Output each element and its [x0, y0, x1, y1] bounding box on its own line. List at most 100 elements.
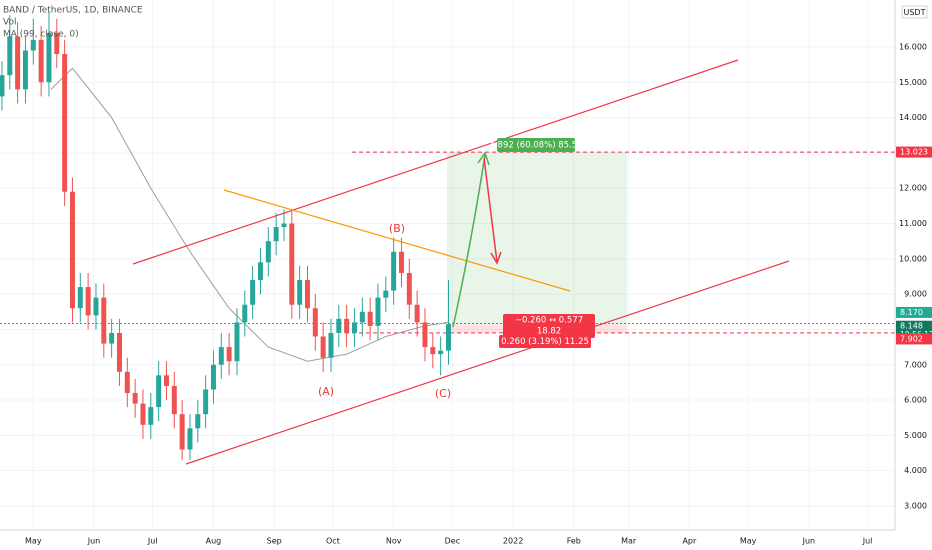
- candle-body: [438, 350, 444, 355]
- y-tick-label: 6.000: [904, 396, 927, 405]
- candle-body: [234, 322, 240, 362]
- y-tick-label: 16.000: [899, 42, 927, 51]
- candle-body: [46, 32, 52, 83]
- price-label: 13.023: [900, 148, 928, 157]
- candle-body: [187, 428, 193, 450]
- candle-body: [398, 251, 404, 273]
- x-tick-label: Oct: [326, 537, 340, 546]
- x-tick-label: Jul: [147, 537, 158, 546]
- y-tick-label: 7.000: [904, 360, 927, 369]
- candle-body: [30, 39, 36, 51]
- candle-body: [281, 223, 287, 228]
- x-tick-label: Jun: [87, 537, 101, 546]
- candle-body: [210, 364, 216, 390]
- x-tick-label: Dec: [445, 537, 460, 546]
- candle-body: [273, 227, 279, 242]
- currency-box: [901, 5, 928, 19]
- ma-header: MA (99, close, 0): [3, 30, 79, 40]
- x-tick-label: Nov: [386, 537, 402, 546]
- candle-body: [406, 272, 412, 305]
- moving-average: [50, 67, 449, 362]
- currency: USDT: [904, 8, 926, 17]
- arrow-head: [477, 151, 490, 166]
- trend-line: [223, 189, 571, 292]
- candle-body: [124, 371, 130, 393]
- entry-label: 18.82: [537, 327, 561, 337]
- candle-body: [359, 311, 365, 323]
- candle-body: [375, 297, 381, 326]
- candle-body: [15, 36, 21, 90]
- x-tick-label: Aug: [206, 537, 222, 546]
- candle-body: [242, 304, 248, 323]
- candle-body: [320, 336, 326, 358]
- candle-body: [367, 311, 373, 326]
- stop-label: 0.260 (3.19%) 11.25: [501, 337, 589, 347]
- volume-header: Vol: [3, 18, 16, 28]
- candle-body: [179, 414, 185, 450]
- candle-body: [257, 262, 263, 281]
- x-tick-label: Jun: [802, 537, 816, 546]
- candle-body: [383, 290, 389, 298]
- price-label-box: [896, 146, 932, 158]
- y-tick-label: 5.000: [904, 431, 927, 440]
- candle-body: [38, 39, 44, 83]
- candle-body: [422, 322, 428, 348]
- candle-body: [203, 389, 209, 415]
- price-label-box: [896, 333, 932, 345]
- candle-body: [116, 332, 122, 372]
- candle-body: [304, 280, 310, 309]
- target-label: 4.892 (60.08%) 85.56: [489, 141, 582, 151]
- candle-body: [218, 347, 224, 365]
- price-label: 8.148: [900, 322, 923, 331]
- candle-body: [312, 308, 318, 337]
- candle-body: [148, 407, 154, 425]
- y-tick-label: 4.000: [904, 466, 927, 475]
- candle-body: [351, 322, 357, 333]
- x-tick-label: May: [25, 537, 42, 546]
- price-label: 7.902: [900, 334, 923, 343]
- candle-body: [0, 75, 5, 97]
- stop-box: [499, 335, 591, 348]
- wave-label: (C): [435, 387, 451, 400]
- x-tick-label: Jul: [862, 537, 873, 546]
- y-tick-label: 9.000: [904, 290, 927, 299]
- candle-body: [265, 241, 271, 263]
- y-tick-label: 11.000: [899, 219, 927, 228]
- x-tick-label: Feb: [567, 537, 581, 546]
- x-tick-label: Mar: [621, 537, 637, 546]
- candle-body: [336, 318, 342, 333]
- candle-body: [195, 414, 201, 429]
- candle-body: [69, 191, 75, 309]
- arrow-down: [483, 157, 498, 263]
- channel-lower: [185, 260, 790, 465]
- price-axis: [895, 0, 932, 550]
- candle-body: [289, 223, 295, 305]
- candle-body: [54, 32, 60, 55]
- candle-body: [163, 375, 169, 386]
- candle-body: [391, 251, 397, 291]
- candle-body: [344, 318, 350, 333]
- target-box: [497, 138, 575, 152]
- candle-body: [226, 347, 232, 362]
- candle-body: [414, 304, 420, 323]
- price-label: 8.170: [900, 308, 923, 317]
- wave-label: (A): [318, 385, 334, 398]
- symbol-header: BAND / TetherUS, 1D, BINANCE: [3, 6, 143, 16]
- entry-label: −0.260 ↔ 0.577: [515, 316, 583, 326]
- arrow-head: [490, 251, 502, 265]
- x-tick-label: Sep: [267, 537, 282, 546]
- candle-body: [328, 332, 334, 358]
- y-tick-label: 10.000: [899, 254, 927, 263]
- profit-zone: [447, 152, 627, 325]
- entry-box: [503, 314, 595, 338]
- y-tick-label: 15.000: [899, 78, 927, 87]
- candle-body: [85, 287, 91, 316]
- drawings: (A) (B) (C) 4.892 (60.08%) 85.56 −0.260 …: [132, 59, 790, 465]
- price-label-box: [896, 306, 932, 318]
- candle-body: [430, 347, 436, 355]
- candle-body: [297, 280, 303, 305]
- candle-body: [101, 297, 107, 344]
- candle-body: [7, 36, 13, 76]
- candle-body: [22, 50, 28, 90]
